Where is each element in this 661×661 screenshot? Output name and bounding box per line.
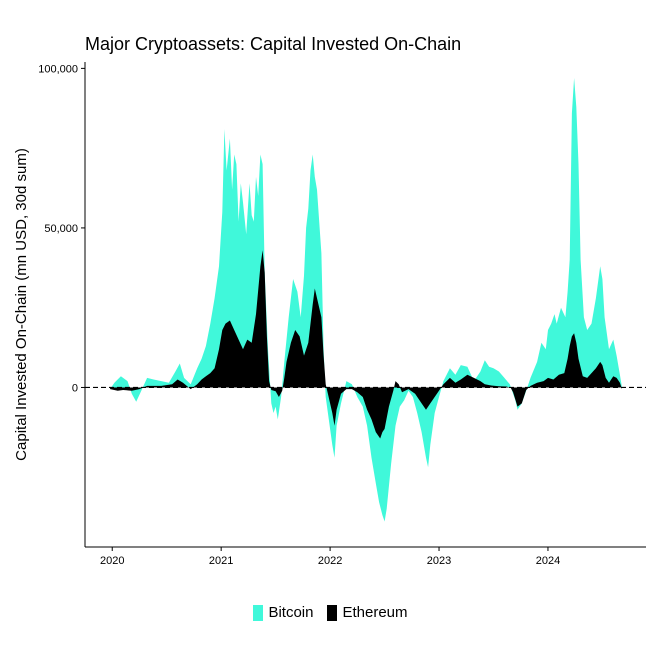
legend-label: Bitcoin xyxy=(268,604,314,621)
y-tick-label: 0 xyxy=(72,382,78,394)
y-tick-label: 100,000 xyxy=(38,63,78,75)
y-tick-label: 50,000 xyxy=(44,223,78,235)
x-tick-label: 2020 xyxy=(100,555,124,567)
x-tick-label: 2023 xyxy=(427,555,451,567)
series-area-ethereum xyxy=(110,250,622,439)
x-tick-label: 2021 xyxy=(209,555,233,567)
legend-swatch xyxy=(327,604,338,621)
areas-layer xyxy=(110,78,622,522)
x-tick-label: 2022 xyxy=(318,555,342,567)
legend-item-bitcoin: Bitcoin xyxy=(253,604,313,621)
legend-item-ethereum: Ethereum xyxy=(327,604,408,621)
series-area-bitcoin xyxy=(110,78,622,522)
x-tick-label: 2024 xyxy=(536,555,560,567)
y-axis-ticks: 0 50,000 100,000 xyxy=(38,63,85,394)
x-axis-ticks: 2020 2021 2022 2023 2024 xyxy=(100,547,560,567)
legend: Bitcoin Ethereum xyxy=(0,604,661,621)
chart-title: Major Cryptoassets: Capital Invested On-… xyxy=(85,34,462,54)
y-axis-title: Capital Invested On-Chain (mn USD, 30d s… xyxy=(13,148,30,461)
legend-swatch xyxy=(253,604,264,621)
legend-label: Ethereum xyxy=(342,604,408,621)
